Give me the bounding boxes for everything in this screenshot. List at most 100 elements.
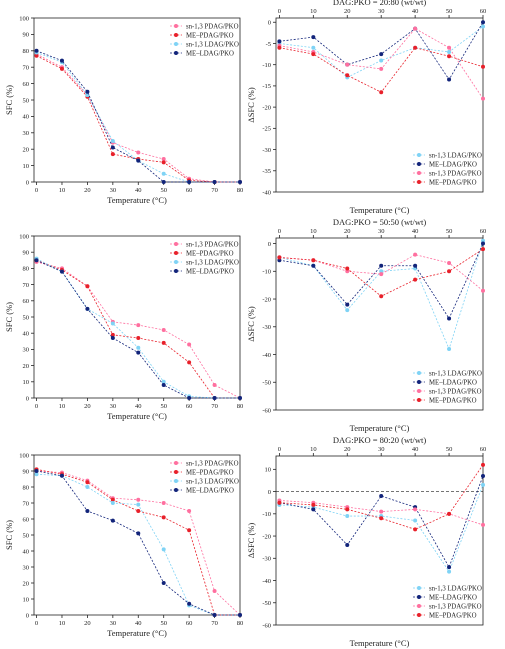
data-point bbox=[379, 58, 384, 63]
data-point bbox=[110, 145, 115, 150]
x-tick-label: 50 bbox=[160, 187, 167, 194]
data-point bbox=[481, 96, 485, 101]
data-point bbox=[110, 518, 115, 523]
data-point bbox=[85, 284, 90, 289]
y-tick-label: -60 bbox=[262, 407, 271, 414]
data-point bbox=[481, 64, 485, 69]
data-point bbox=[161, 379, 166, 384]
data-point bbox=[481, 20, 485, 25]
data-point bbox=[85, 306, 90, 311]
data-point bbox=[187, 396, 192, 400]
series-line bbox=[279, 22, 484, 81]
legend-swatch-marker bbox=[174, 42, 178, 46]
data-point bbox=[413, 518, 418, 523]
data-point bbox=[187, 601, 192, 606]
y-tick-label: 30 bbox=[23, 564, 30, 571]
x-tick-label: 20 bbox=[344, 8, 351, 15]
legend-entry: sn-1,3 PDAG/PKO bbox=[429, 603, 482, 610]
x-tick-label: 0 bbox=[278, 8, 281, 15]
y-tick-label: -15 bbox=[262, 83, 271, 90]
x-tick-label: 50 bbox=[446, 228, 453, 235]
data-point bbox=[447, 511, 452, 516]
y-tick-label: 40 bbox=[23, 548, 30, 555]
x-tick-label: 80 bbox=[237, 620, 244, 627]
legend-swatch-marker bbox=[174, 260, 178, 264]
legend-swatch-marker bbox=[417, 604, 421, 608]
chart-panel-6: 0 10 20 30 40 50 60 10 0 -10 -20 -30 -40 -50 -60 Temper… bbox=[246, 435, 486, 648]
data-point bbox=[447, 45, 452, 50]
data-point bbox=[59, 269, 64, 274]
x-tick-label: 30 bbox=[378, 8, 385, 15]
data-point bbox=[345, 302, 350, 307]
data-point bbox=[413, 277, 418, 282]
x-tick-label: 40 bbox=[135, 403, 142, 410]
legend-entry: ME–PDAG/PKO bbox=[186, 32, 234, 39]
series-line bbox=[36, 261, 241, 399]
data-point bbox=[161, 180, 166, 184]
x-tick-label: 60 bbox=[186, 403, 193, 410]
data-point bbox=[481, 238, 485, 243]
data-point bbox=[447, 260, 452, 265]
y-tick-label: 60 bbox=[23, 516, 30, 523]
data-point bbox=[136, 323, 141, 328]
y-tick-label: 50 bbox=[23, 532, 30, 539]
legend-swatch-marker bbox=[417, 171, 421, 175]
y-tick-label: 10 bbox=[23, 163, 30, 170]
data-point bbox=[311, 52, 316, 57]
x-tick-label: 20 bbox=[84, 620, 91, 627]
y-tick-label: -30 bbox=[262, 556, 271, 563]
y-tick-label: 90 bbox=[23, 250, 30, 257]
y-tick-label: 0 bbox=[268, 489, 271, 496]
series-line bbox=[36, 50, 240, 183]
data-point bbox=[447, 269, 452, 274]
series-line bbox=[36, 470, 240, 616]
data-point bbox=[85, 509, 90, 513]
series-line bbox=[36, 53, 240, 183]
legend-swatch-marker bbox=[417, 380, 421, 384]
plot-frame bbox=[275, 237, 484, 411]
legend-swatch-marker bbox=[174, 461, 178, 465]
data-point bbox=[34, 469, 39, 473]
data-point bbox=[481, 522, 485, 527]
x-tick-label: 50 bbox=[446, 446, 453, 453]
data-point bbox=[161, 340, 166, 345]
chart-title: DAG:PKO = 20:80 (wt/wt) bbox=[333, 0, 427, 7]
y-axis-label: ΔSFC (%) bbox=[246, 306, 256, 342]
x-tick-label: 50 bbox=[160, 620, 167, 627]
y-tick-label: -10 bbox=[262, 269, 271, 276]
data-point bbox=[238, 180, 242, 184]
y-tick-label: 0 bbox=[26, 612, 29, 619]
data-point bbox=[187, 528, 192, 533]
x-tick-label: 30 bbox=[378, 446, 385, 453]
chart-panel-3: 0 10 20 30 40 50 60 70 80 0 10 20 30 40 50 60 70 80 90 100 T… bbox=[4, 233, 243, 421]
x-tick-label: 10 bbox=[310, 446, 317, 453]
chart-title: DAG:PKO = 80:20 (wt/wt) bbox=[333, 435, 427, 445]
x-tick-label: 30 bbox=[110, 620, 117, 627]
data-point bbox=[447, 346, 452, 351]
legend-entry: ME–LDAG/PKO bbox=[429, 161, 477, 168]
y-tick-label: -50 bbox=[262, 600, 271, 607]
data-point bbox=[447, 77, 452, 82]
data-point bbox=[187, 360, 192, 365]
x-axis-label: Temperature (°C) bbox=[107, 628, 167, 638]
legend-entry: sn-1,3 PDAG/PKO bbox=[186, 460, 239, 467]
data-point bbox=[212, 383, 217, 388]
y-tick-label: -40 bbox=[262, 578, 271, 585]
y-tick-label: 70 bbox=[23, 282, 30, 289]
data-point bbox=[187, 342, 192, 347]
data-point bbox=[413, 252, 418, 257]
data-point bbox=[379, 494, 384, 499]
y-tick-label: 50 bbox=[23, 314, 30, 321]
y-tick-label: 90 bbox=[23, 468, 30, 475]
data-point bbox=[110, 152, 115, 157]
legend-swatch-marker bbox=[417, 389, 421, 393]
data-point bbox=[277, 39, 282, 44]
data-point bbox=[311, 35, 316, 40]
x-axis-label: Temperature (°C) bbox=[350, 205, 410, 215]
data-point bbox=[413, 26, 418, 31]
legend-swatch-marker bbox=[417, 162, 421, 166]
data-point bbox=[481, 247, 485, 252]
y-tick-label: 100 bbox=[19, 452, 29, 459]
data-point bbox=[277, 255, 282, 260]
legend-swatch-marker bbox=[417, 180, 421, 184]
